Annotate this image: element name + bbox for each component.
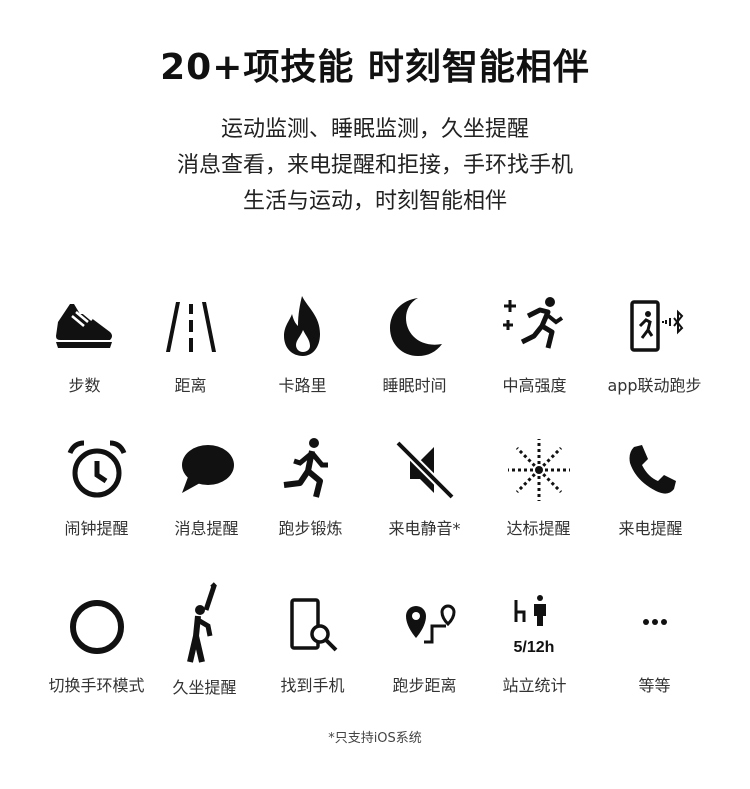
- subtitle-line: 运动监测、睡眠监测，久坐提醒: [220, 117, 529, 142]
- feature-label: 达标提醒: [506, 519, 571, 538]
- feature-label: 跑步距离: [392, 676, 457, 695]
- feature-distance: 距离: [128, 292, 253, 396]
- subtitle-line: 消息查看，来电提醒和拒接，手环找手机: [176, 153, 573, 178]
- feature-call-mute: 来电静音*: [362, 435, 487, 539]
- runner-icon: [283, 438, 328, 498]
- feature-label: 切换手环模式: [48, 676, 145, 695]
- more-icon: [642, 619, 667, 625]
- feature-calories: 卡路里: [240, 292, 365, 396]
- feature-label: 睡眠时间: [382, 376, 447, 395]
- feature-incoming-call: 来电提醒: [588, 435, 713, 539]
- phone-search-icon: [289, 598, 337, 652]
- feature-label: app联动跑步: [607, 376, 702, 395]
- alarm-clock-icon: [67, 440, 126, 498]
- feature-intensity: 中高强度: [472, 292, 597, 396]
- circle-icon: [69, 600, 124, 654]
- subtitle: 运动监测、睡眠监测，久坐提醒 消息查看，来电提醒和拒接，手环找手机 生活与运动，…: [0, 112, 750, 220]
- feature-label: 等等: [638, 676, 671, 695]
- feature-message: 消息提醒: [144, 435, 269, 539]
- route-pin-icon: [405, 604, 456, 644]
- feature-more: 等等: [592, 592, 717, 696]
- road-icon: [165, 302, 216, 352]
- fireworks-icon: [507, 439, 570, 501]
- feature-label: 来电静音*: [388, 519, 461, 538]
- feature-run-distance: 跑步距离: [362, 592, 487, 696]
- feature-sedentary: 久坐提醒: [142, 580, 267, 698]
- standing-readout: 5/12h: [513, 639, 554, 656]
- standing-stats-icon: 5/12h: [513, 595, 554, 656]
- running-intensity-icon: [502, 297, 563, 349]
- feature-label: 跑步锻炼: [278, 519, 343, 538]
- shoe-icon: [55, 304, 112, 348]
- stretching-person-icon: [186, 582, 217, 663]
- phone-icon: [629, 445, 676, 494]
- subtitle-line: 生活与运动，时刻智能相伴: [242, 189, 507, 214]
- feature-find-phone: 找到手机: [250, 592, 375, 696]
- feature-steps: 步数: [22, 292, 147, 396]
- feature-switch-mode: 切换手环模式: [34, 592, 159, 696]
- flame-icon: [283, 296, 320, 356]
- page-title: 20+项技能 时刻智能相伴: [160, 47, 590, 88]
- feature-label: 卡路里: [278, 376, 327, 395]
- footnote: *只支持iOS系统: [328, 731, 422, 746]
- feature-label: 站立统计: [502, 676, 567, 695]
- feature-label: 消息提醒: [174, 519, 239, 538]
- feature-label: 久坐提醒: [172, 678, 237, 697]
- feature-run-exercise: 跑步锻炼: [248, 435, 373, 539]
- moon-icon: [389, 298, 442, 356]
- feature-label: 找到手机: [280, 676, 345, 695]
- chat-bubble-icon: [181, 445, 234, 493]
- feature-label: 中高强度: [502, 376, 567, 395]
- feature-label: 距离: [174, 376, 207, 395]
- feature-label: 闹钟提醒: [64, 519, 129, 538]
- mute-icon: [394, 440, 455, 500]
- feature-app-run: app联动跑步: [592, 292, 717, 396]
- phone-bluetooth-run-icon: [629, 300, 683, 352]
- feature-standing: 5/12h 站立统计: [472, 592, 597, 696]
- feature-label: 步数: [68, 376, 101, 395]
- feature-label: 来电提醒: [618, 519, 683, 538]
- feature-goal: 达标提醒: [476, 435, 601, 539]
- feature-sleep-time: 睡眠时间: [352, 292, 477, 396]
- feature-alarm: 闹钟提醒: [34, 435, 159, 539]
